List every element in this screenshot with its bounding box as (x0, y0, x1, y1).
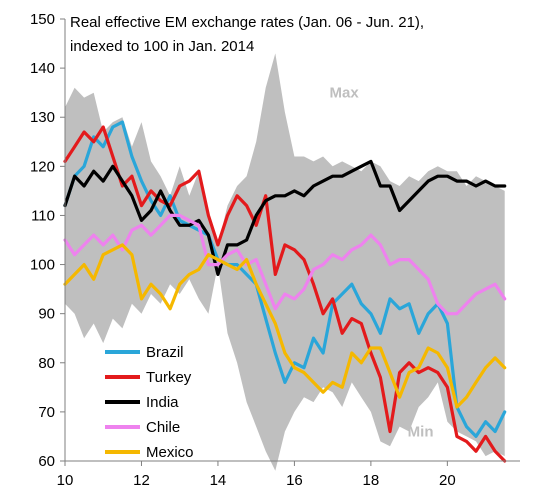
chart-title-line-2: indexed to 100 in Jan. 2014 (70, 38, 254, 55)
y-tick-label: 130 (30, 109, 55, 126)
x-tick-label: 14 (210, 472, 227, 489)
y-tick-label: 140 (30, 60, 55, 77)
range-band-layer (65, 53, 505, 471)
y-tick-label: 90 (38, 306, 55, 323)
min-max-band (65, 53, 505, 471)
annotation-max: Max (330, 85, 360, 102)
legend-label-chile: Chile (146, 419, 180, 436)
series-line-brazil (63, 120, 507, 438)
y-tick-label: 80 (38, 355, 55, 372)
legend-label-turkey: Turkey (146, 369, 192, 386)
y-tick-label: 100 (30, 257, 55, 274)
legend: Brazil Turkey India Chile Mexico (105, 344, 194, 461)
x-tick-label: 12 (133, 472, 150, 489)
series-line-mexico (63, 243, 507, 409)
x-tick-label: 20 (439, 472, 456, 489)
y-tick-label: 60 (38, 453, 55, 470)
y-tick-label: 150 (30, 11, 55, 28)
x-tick-label: 10 (57, 472, 74, 489)
y-tick-label: 70 (38, 404, 55, 421)
y-tick-label: 120 (30, 158, 55, 175)
annotation-min: Min (408, 423, 434, 440)
legend-label-mexico: Mexico (146, 444, 194, 461)
axes-layer: 60 70 80 90 100 110 120 130 140 150 10 12 14 16 18 20 (30, 11, 520, 489)
chart-title-line-1: Real effective EM exchange rates (Jan. 0… (70, 14, 424, 31)
legend-label-india: India (146, 394, 179, 411)
series-line-turkey (63, 125, 507, 463)
y-tick-label: 110 (31, 207, 55, 224)
series-line-chile (63, 213, 507, 316)
series-layer (63, 120, 507, 463)
legend-label-brazil: Brazil (146, 344, 184, 361)
series-line-india (63, 159, 507, 276)
x-tick-label: 18 (363, 472, 380, 489)
x-tick-label: 16 (286, 472, 303, 489)
